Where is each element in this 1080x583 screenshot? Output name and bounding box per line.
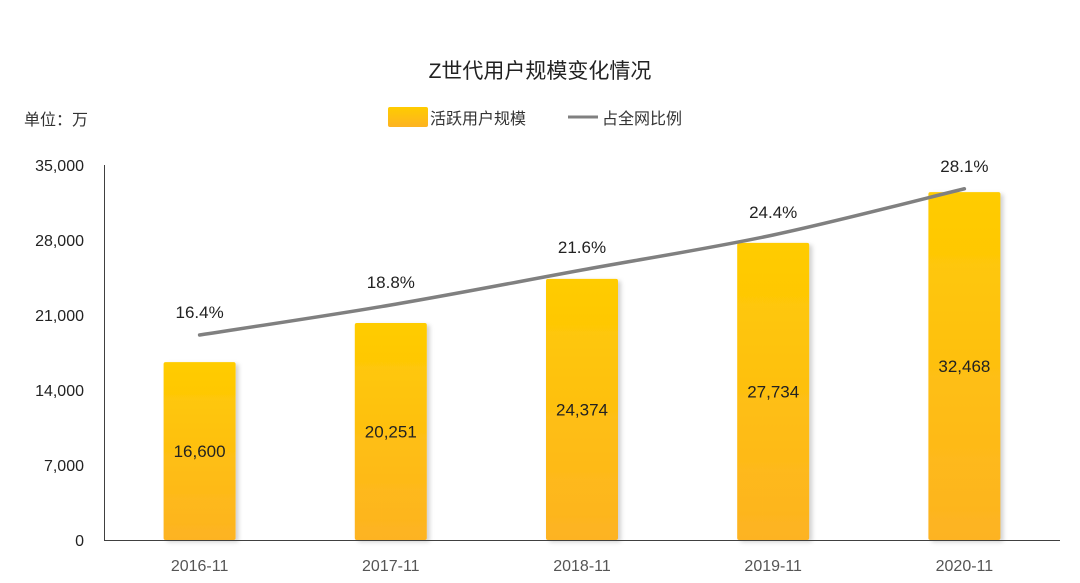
x-tick-label: 2016-11 [171,558,229,575]
x-tick-label: 2019-11 [744,558,802,575]
y-tick-label: 7,000 [44,458,84,475]
x-tick-label: 2020-11 [936,558,994,575]
x-tick-label: 2017-11 [362,558,420,575]
legend-label-bar: 活跃用户规模 [430,110,526,128]
bar-value-label: 32,468 [938,357,990,376]
chart-title: Z世代用户规模变化情况 [429,60,652,83]
y-tick-label: 0 [75,533,84,550]
bar-value-label: 27,734 [747,382,799,401]
bar-value-label: 16,600 [174,442,226,461]
bar [163,362,236,540]
line-value-label: 16.4% [175,303,223,322]
line-value-label: 21.6% [558,238,606,257]
legend: 活跃用户规模 占全网比例 [388,107,682,128]
y-tick-label: 35,000 [35,158,84,175]
y-tick-label: 21,000 [35,308,84,325]
line-value-label: 18.8% [367,273,415,292]
bar-value-label: 20,251 [365,423,417,442]
bar [546,278,618,540]
x-tick-label: 2018-11 [553,558,611,575]
bar [928,192,1001,540]
y-tick-label: 14,000 [35,383,84,400]
legend-label-line: 占全网比例 [602,110,682,128]
unit-label: 单位：万 [24,111,88,129]
line-value-label: 28.1% [940,157,988,176]
bar [737,242,810,540]
bar [354,323,427,540]
legend-swatch-bar [388,107,428,127]
line-value-label: 24.4% [749,203,797,222]
bar-value-label: 24,374 [556,400,608,419]
y-tick-label: 28,000 [35,233,84,250]
